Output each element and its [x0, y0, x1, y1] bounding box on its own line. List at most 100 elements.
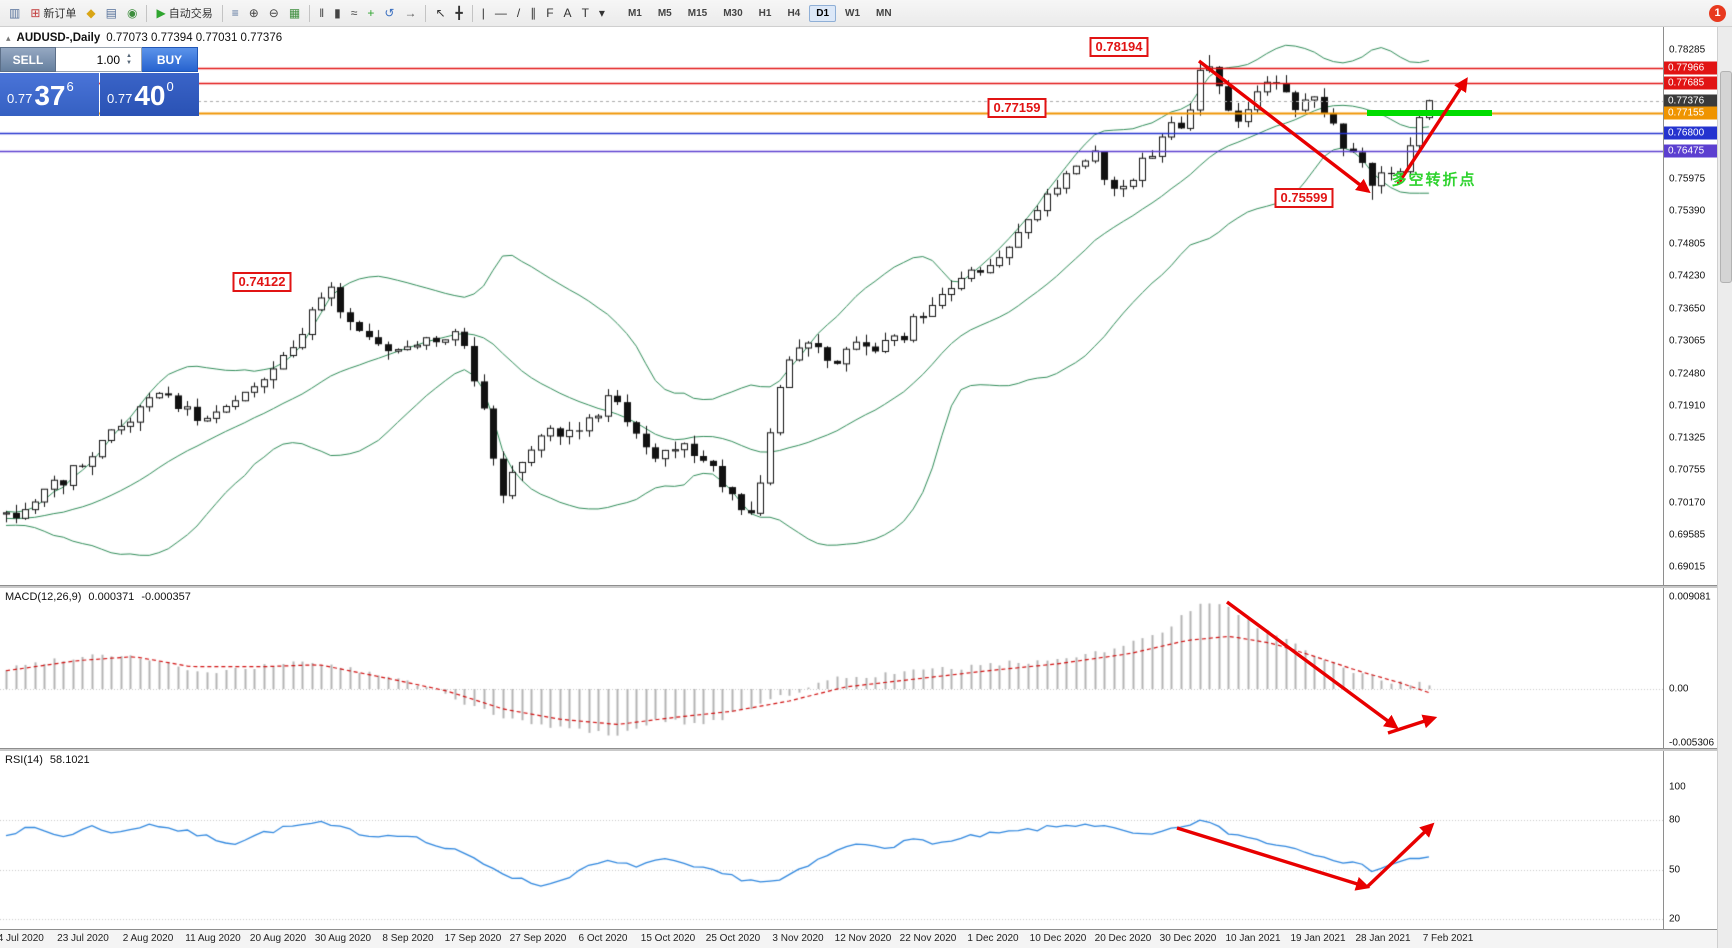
rsi-canvas[interactable] — [0, 751, 1663, 929]
date-axis[interactable]: 14 Jul 2020 23 Jul 2020 2 Aug 2020 11 Aug 2… — [0, 929, 1717, 948]
rsi-axis-label: 80 — [1669, 814, 1681, 826]
profiles-icon: ▤ — [105, 6, 117, 20]
vertical-line-button[interactable]: | — [477, 2, 490, 25]
price-axis-label: 0.74805 — [1669, 238, 1706, 250]
timeframe-m1[interactable]: M1 — [627, 7, 642, 19]
date-axis-label: 2 Aug 2020 — [122, 933, 174, 944]
turning-point-note: 多空转折点 — [1391, 171, 1477, 189]
volume-stepper[interactable]: ▲▼ — [56, 47, 142, 72]
zoom-in-icon: ⊕ — [248, 6, 259, 20]
price-axis-label: 0.75390 — [1669, 205, 1706, 217]
volume-up-icon[interactable]: ▲ — [126, 52, 132, 59]
date-axis-label: 17 Sep 2020 — [444, 933, 502, 944]
history-center-button[interactable]: ◉ — [122, 2, 142, 25]
price-annotation-label: 0.77159 — [987, 98, 1047, 118]
timeframe-m30[interactable]: M30 — [723, 7, 743, 19]
chart-template-button[interactable]: ◆ — [81, 2, 100, 25]
buy-button[interactable]: BUY — [142, 47, 198, 72]
label-button[interactable]: T — [577, 2, 594, 25]
vertical-line-icon: | — [481, 6, 485, 20]
date-axis-label: 8 Sep 2020 — [382, 933, 434, 944]
macd-canvas[interactable] — [0, 588, 1663, 748]
price-axis-marker: 0.76475 — [1664, 144, 1717, 158]
indicators-list-button[interactable]: ≡ — [227, 2, 244, 25]
timeframe-d1[interactable]: D1 — [809, 4, 837, 22]
price-annotation-label: 0.75599 — [1274, 188, 1334, 208]
fibonacci-button[interactable]: F — [541, 2, 558, 25]
rsi-axis-label: 50 — [1669, 864, 1681, 875]
price-axis-marker: 0.77155 — [1664, 106, 1717, 120]
ask-big-digits: 40 — [134, 80, 166, 111]
candlestick-chart-button[interactable]: ▮ — [329, 2, 346, 25]
candlestick-chart-icon: ▮ — [334, 6, 341, 20]
horizontal-line-button[interactable]: — — [490, 2, 512, 25]
date-axis-label: 10 Jan 2021 — [1225, 933, 1281, 944]
auto-scroll-button[interactable]: ↺ — [379, 2, 399, 25]
vertical-scrollbar[interactable] — [1717, 27, 1732, 948]
bar-chart-button[interactable]: ‖ — [314, 2, 329, 25]
date-axis-label: 15 Oct 2020 — [640, 933, 696, 944]
date-axis-label: 27 Sep 2020 — [509, 933, 567, 944]
price-axis-label: 0.69585 — [1669, 529, 1706, 541]
zoom-out-icon: ⊖ — [268, 6, 279, 20]
chart-symbol-icon: ▴ — [6, 32, 11, 43]
panel-separator-rsi[interactable] — [0, 748, 1717, 751]
text-button[interactable]: A — [559, 2, 577, 25]
bar-chart-icon: ‖ — [319, 6, 325, 20]
volume-down-icon[interactable]: ▼ — [126, 59, 132, 66]
timeframe-h1[interactable]: H1 — [758, 7, 772, 19]
trade-panel-prices: 0.77 37 6 0.77 40 0 — [0, 73, 200, 116]
timeframe-mn[interactable]: MN — [876, 7, 892, 19]
label-icon: T — [581, 6, 589, 20]
price-axis-label: 0.74230 — [1669, 270, 1706, 282]
timeframe-h4[interactable]: H4 — [787, 7, 801, 19]
scrollbar-thumb[interactable] — [1720, 71, 1732, 283]
cursor-button[interactable]: ↖ — [430, 2, 450, 25]
bid-price-display[interactable]: 0.77 37 6 — [0, 73, 99, 116]
chart-title: ▴ AUDUSD-,Daily 0.77073 0.77394 0.77031 … — [6, 32, 282, 44]
date-axis-label: 7 Feb 2021 — [1422, 933, 1474, 944]
indicators-list-icon: ≡ — [231, 6, 239, 20]
rsi-name: RSI(14) — [5, 754, 43, 766]
chart-shift-button[interactable]: → — [399, 2, 421, 25]
price-axis-label: 0.73065 — [1669, 335, 1706, 347]
price-canvas[interactable] — [0, 27, 1663, 585]
shapes-dropdown-button[interactable]: ▾ — [594, 2, 610, 25]
chart-window-icon: ▥ — [9, 6, 21, 20]
channel-icon: ∥ — [530, 6, 537, 20]
timeframe-m5[interactable]: M5 — [657, 7, 672, 19]
toolbar-separator — [309, 4, 311, 22]
toolbar-separator — [146, 4, 148, 22]
notification-badge[interactable]: 1 — [1709, 4, 1726, 22]
date-axis-label: 23 Jul 2020 — [57, 933, 109, 944]
line-chart-icon: ≈ — [350, 6, 358, 20]
chart-shift-icon: → — [404, 6, 417, 20]
profiles-button[interactable]: ▤ — [101, 2, 122, 25]
channel-button[interactable]: ∥ — [525, 2, 541, 25]
sell-button[interactable]: SELL — [0, 47, 56, 72]
price-axis[interactable]: 0.78285 0.75975 0.75390 0.74805 0.74230 0.736… — [1663, 27, 1717, 585]
macd-label: MACD(12,26,9) 0.000371 -0.000357 — [5, 591, 191, 603]
autotrade-button[interactable]: ▶ 自动交易 — [151, 2, 217, 25]
new-order-button[interactable]: ⊞ 新订单 — [25, 2, 81, 25]
volume-input[interactable] — [56, 51, 123, 68]
zoom-out-button[interactable]: ⊖ — [264, 2, 284, 25]
chart-window-button[interactable]: ▥ — [4, 2, 25, 25]
line-chart-button[interactable]: ≈ — [346, 2, 363, 25]
zoom-in-button[interactable]: ⊕ — [244, 2, 264, 25]
date-axis-label: 28 Jan 2021 — [1355, 933, 1411, 944]
timeframe-m15[interactable]: M15 — [687, 7, 708, 19]
tile-windows-button[interactable]: ▦ — [284, 2, 305, 25]
history-center-icon: ◉ — [126, 6, 138, 20]
panel-separator-macd[interactable] — [0, 585, 1717, 588]
trendline-button[interactable]: / — [512, 2, 525, 25]
ask-price-display[interactable]: 0.77 40 0 — [100, 73, 199, 116]
toolbar-right: 1 — [1709, 4, 1728, 22]
crosshair-button[interactable]: ╋ — [451, 2, 468, 25]
timeframe-w1[interactable]: W1 — [845, 7, 861, 19]
add-indicator-button[interactable]: + — [362, 2, 379, 25]
volume-arrows[interactable]: ▲ ▼ — [123, 53, 135, 67]
price-axis-marker: 0.77376 — [1664, 94, 1717, 108]
autotrade-button-label: 自动交易 — [168, 8, 213, 20]
rsi-axis-label: 20 — [1669, 913, 1681, 925]
